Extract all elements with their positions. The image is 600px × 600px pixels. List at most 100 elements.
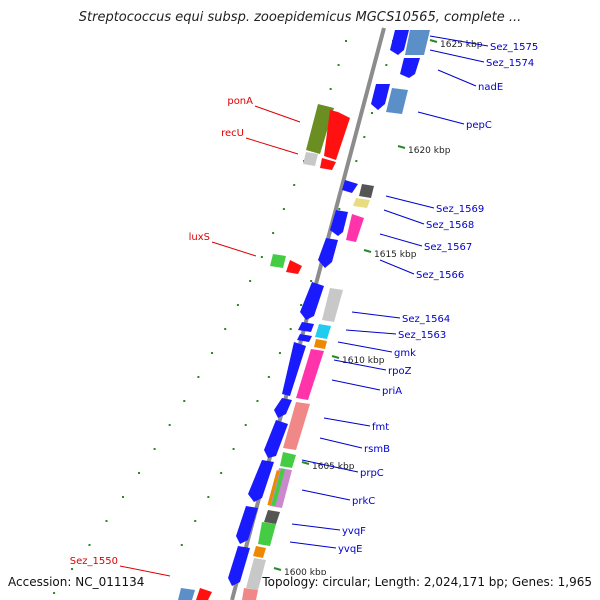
gene-sez-1567b[interactable] [346,214,364,242]
gene-sez-1569b[interactable] [359,184,374,198]
gene-label[interactable]: gmk [394,348,416,359]
gene-yvqf-b[interactable] [258,522,276,546]
ring-dot [267,376,270,378]
gene-prkc-stripe-orange[interactable] [267,470,280,506]
gene-pona[interactable] [306,104,334,154]
gene-yvqf[interactable] [264,510,280,524]
gene-sez-1563a[interactable] [298,322,314,332]
map-title: Streptococcus equi subsp. zooepidemicus … [78,10,522,25]
gene-rpoz-a[interactable] [282,342,306,396]
label-leader [345,329,397,335]
ring-dot [236,304,239,306]
gene-label[interactable]: Sez_1550 [70,556,118,567]
gene-prkc-a[interactable] [248,460,274,502]
gene-luxs[interactable] [286,260,302,274]
label-leader [301,489,351,501]
gene-luxs-green[interactable] [270,254,286,268]
label-leader [211,241,257,257]
ring-dot [232,448,235,450]
gene-label[interactable]: yvqE [338,544,363,555]
gene-label[interactable]: recU [221,128,244,139]
ring-dot [105,520,108,522]
gene-sez-1569a[interactable] [342,180,358,193]
gene-label[interactable]: Sez_1564 [402,314,450,325]
gene-label[interactable]: rpoZ [388,366,412,377]
gene-sez-1564b[interactable] [322,288,343,322]
reverse-strand-genes [178,104,350,600]
ring-dot [272,232,275,234]
gene-label[interactable]: prkC [352,496,375,507]
gene-nade[interactable] [371,84,390,110]
gene-rpoz[interactable] [296,349,324,400]
gene-gmk[interactable] [314,339,327,349]
gene-sez-1567a[interactable] [330,210,348,236]
ring-dot [224,328,227,330]
label-leader [429,49,485,63]
gene-sez-1564a[interactable] [300,282,324,320]
gene-yvqe[interactable] [253,546,266,558]
gene-recu-red[interactable] [324,110,350,160]
ring-dot [153,448,156,450]
gene-label[interactable]: ponA [227,96,253,107]
label-leader [379,259,415,275]
gene-label[interactable]: luxS [189,232,210,243]
forward-gene-labels: Sez_1575 Sez_1574 nadE pepC Sez_1569 Sez_1568… [289,35,538,555]
gene-sez-1550-blue[interactable] [178,588,195,600]
label-leader [333,359,387,371]
ring-dot [197,376,200,378]
ring-dot [71,568,74,570]
gene-label[interactable]: rsmB [364,444,390,455]
gene-pepc[interactable] [386,88,408,114]
gene-sez-1575[interactable] [390,30,409,55]
gene-prig-a[interactable] [274,398,292,418]
gene-sez-1575b[interactable] [405,30,430,55]
gene-sez-1550[interactable] [196,588,212,600]
gene-label[interactable]: Sez_1566 [416,270,464,281]
reverse-gene-labels: ponA recU luxS Sez_1550 [70,96,301,577]
gene-prpc[interactable] [280,452,296,468]
gene-label[interactable]: Sez_1563 [398,330,446,341]
gene-label[interactable]: Sez_1575 [490,42,538,53]
kbp-tick-label: 1615 kbp [374,250,417,260]
gene-label[interactable]: Sez_1568 [426,220,474,231]
gene-label[interactable]: Sez_1569 [436,204,484,215]
gene-recu-grey[interactable] [303,152,318,166]
gene-label[interactable]: priA [382,386,402,397]
ring-dot [282,208,285,210]
label-leader [385,195,435,209]
ring-dot [355,160,358,162]
gene-gmk-a[interactable] [297,334,312,342]
ring-dot [88,544,91,546]
gene-label[interactable]: fmt [372,422,389,433]
gene-fmt[interactable] [283,402,310,450]
gene-label[interactable]: Sez_1567 [424,242,472,253]
kbp-tick-label: 1620 kbp [408,146,451,156]
gene-tail-b[interactable] [246,558,266,590]
gene-tail-c[interactable] [242,588,258,600]
ring-dot [345,40,347,42]
gene-label[interactable]: yvqF [342,526,366,537]
gene-label[interactable]: pepC [466,120,492,131]
ring-dot [122,496,125,498]
label-leader [289,541,337,549]
ring-dot [220,472,223,474]
gene-label[interactable]: nadE [478,82,503,93]
forward-strand-genes [228,30,430,600]
kbp-tick-label: 1610 kbp [342,356,385,366]
ring-dot [249,280,252,282]
gene-sez-1574[interactable] [400,58,420,78]
gene-tail-a[interactable] [228,546,250,586]
gene-sez-1568[interactable] [353,198,370,208]
gene-rsmb-a[interactable] [264,420,288,458]
gene-label[interactable]: Sez_1574 [486,58,534,69]
gene-label[interactable]: prpC [360,468,384,479]
ring-dot [385,64,388,66]
gene-sez-1566[interactable] [318,238,338,268]
ring-dot [300,304,303,306]
gene-yvqe-a[interactable] [236,506,258,544]
ring-dot [244,424,247,426]
gene-sez-1563b[interactable] [315,324,331,339]
label-leader [429,35,489,47]
gene-recu-red-small[interactable] [320,158,336,170]
